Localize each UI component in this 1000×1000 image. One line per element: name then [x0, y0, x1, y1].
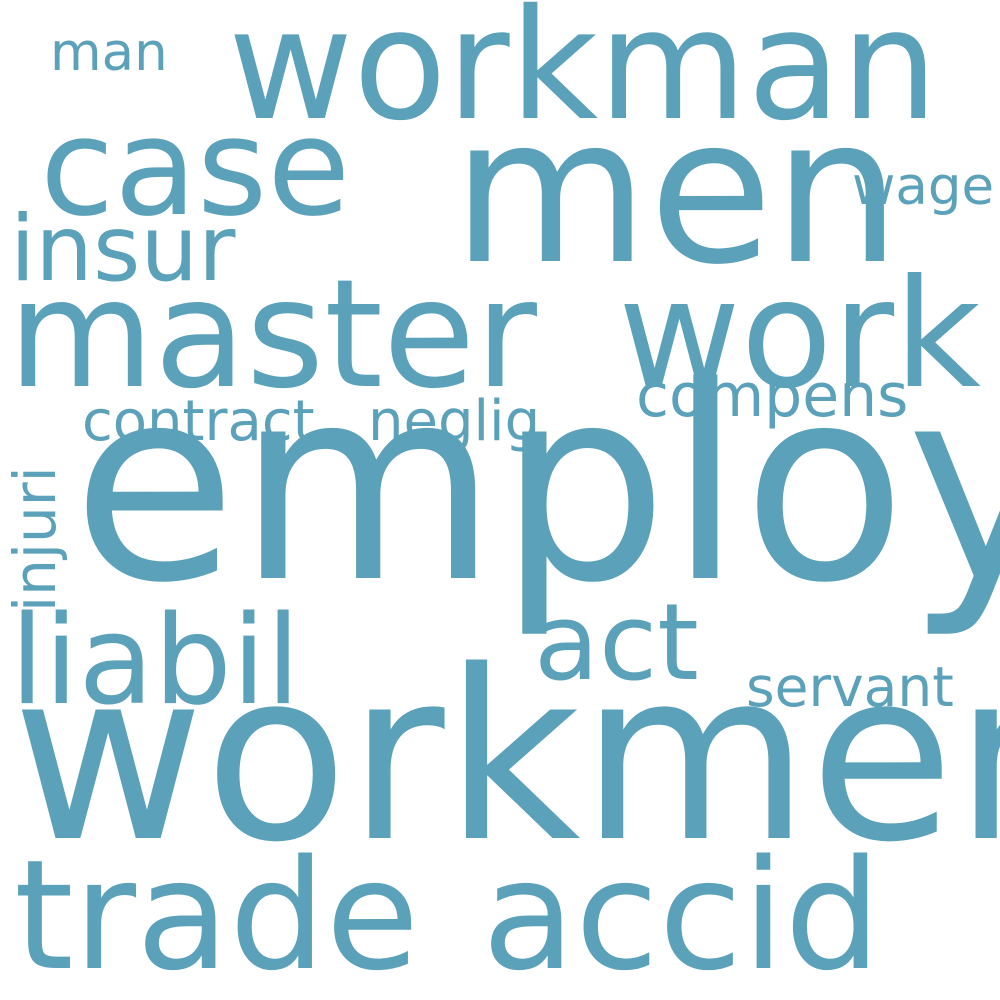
word-workman: workman [228, 0, 939, 155]
word-work: work [618, 248, 981, 422]
word-trade: trade [14, 827, 420, 1000]
word-servant: servant [746, 655, 954, 719]
word-compens: compens [636, 361, 909, 431]
word-master: master [8, 248, 537, 422]
word-insur: insur [10, 197, 236, 302]
word-employ: employ [72, 330, 1000, 642]
word-liabil: liabil [10, 590, 301, 733]
word-men: men [452, 73, 902, 309]
word-act: act [534, 581, 699, 704]
word-man: man [50, 22, 168, 83]
word-workmen: workmen [12, 621, 1000, 894]
word-wage: wage [852, 156, 995, 217]
word-accid: accid [482, 827, 881, 1000]
word-contract: contract [82, 389, 315, 454]
word-injuri: injuri [1, 466, 69, 612]
word-neglig: neglig [368, 389, 541, 454]
word-case: case [40, 89, 351, 246]
